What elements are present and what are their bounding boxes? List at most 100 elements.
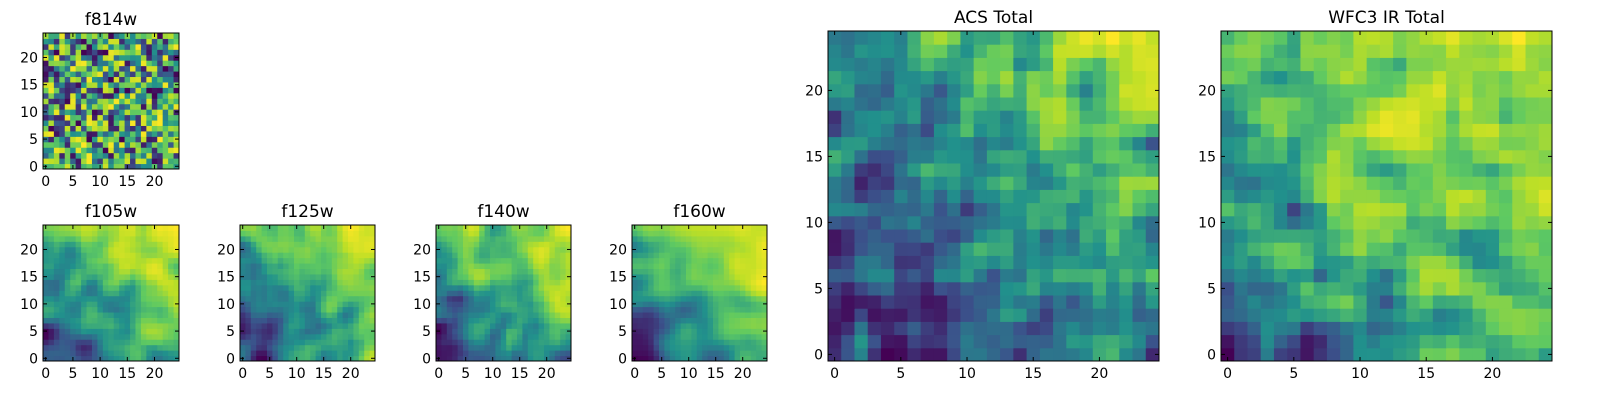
heatmap-cell xyxy=(146,290,153,297)
heatmap-cell xyxy=(750,301,757,308)
heatmap-cell xyxy=(48,109,55,116)
heatmap-cell xyxy=(1000,57,1014,72)
heatmap-cell xyxy=(1119,308,1134,322)
heatmap-cell xyxy=(124,268,131,275)
heatmap-cell xyxy=(102,333,109,340)
heatmap-cell xyxy=(1472,149,1487,164)
heatmap-cell xyxy=(162,38,169,45)
heatmap-cell xyxy=(468,333,475,340)
heatmap-cell xyxy=(168,301,175,308)
heatmap-cell xyxy=(364,350,371,357)
heatmap-cell xyxy=(331,339,338,346)
heatmap-cell xyxy=(750,312,757,318)
heatmap-cell xyxy=(43,60,49,67)
heatmap-cell xyxy=(554,344,561,351)
heatmap-cell xyxy=(256,263,263,270)
heatmap-cell xyxy=(659,295,665,302)
heatmap-cell xyxy=(151,312,158,318)
heatmap-cell xyxy=(1300,347,1315,362)
heatmap-cell xyxy=(1221,347,1235,362)
heatmap-cell xyxy=(522,295,529,302)
heatmap-cell xyxy=(64,81,71,88)
heatmap-cell xyxy=(108,284,115,291)
heatmap-cell xyxy=(97,103,104,110)
heatmap-cell xyxy=(59,125,66,132)
heatmap-cell xyxy=(457,241,464,248)
heatmap-cell xyxy=(119,241,126,248)
heatmap-cell xyxy=(91,301,98,308)
heatmap-cell xyxy=(348,268,354,275)
heatmap-cell xyxy=(867,70,882,85)
heatmap-cell xyxy=(43,290,49,297)
heatmap-cell xyxy=(1132,347,1147,362)
heatmap-cell xyxy=(59,33,66,39)
heatmap-cell xyxy=(960,176,975,190)
heatmap-cell xyxy=(304,295,311,302)
heatmap-cell xyxy=(130,273,136,280)
heatmap-cell xyxy=(86,312,93,318)
heatmap-cell xyxy=(75,38,82,45)
heatmap-cell xyxy=(1379,347,1394,362)
heatmap-cell xyxy=(70,43,77,50)
heatmap-cell xyxy=(490,257,496,264)
heatmap-cell xyxy=(1432,281,1447,296)
heatmap-cell xyxy=(294,263,300,270)
heatmap-cell xyxy=(326,339,333,346)
heatmap-cell xyxy=(675,235,682,242)
heatmap-cell xyxy=(310,284,317,291)
heatmap-cell xyxy=(463,246,469,253)
heatmap-cell xyxy=(1379,334,1394,349)
heatmap-cell xyxy=(75,306,82,313)
heatmap-cell xyxy=(358,241,365,248)
heatmap-cell xyxy=(130,43,136,50)
heatmap-cell xyxy=(500,284,507,291)
heatmap-cell xyxy=(102,350,109,357)
heatmap-cell xyxy=(648,355,655,362)
heatmap-cell xyxy=(1247,149,1262,164)
heatmap-cell xyxy=(1459,97,1474,111)
heatmap-cell xyxy=(549,263,556,270)
heatmap-cell xyxy=(544,235,550,242)
heatmap-cell xyxy=(1353,136,1368,151)
heatmap-cell xyxy=(1053,242,1067,256)
heatmap-cell xyxy=(441,344,448,351)
heatmap-cell xyxy=(304,312,311,318)
heatmap-cell xyxy=(565,230,572,237)
heatmap-cell xyxy=(1092,163,1107,177)
heatmap-cell xyxy=(933,149,948,164)
heatmap-cell xyxy=(1066,281,1081,296)
heatmap-cell xyxy=(664,252,671,259)
heatmap-cell xyxy=(554,317,561,324)
heatmap-cell xyxy=(1406,189,1421,204)
heatmap-cell xyxy=(119,235,126,242)
heatmap-cell xyxy=(140,241,147,248)
heatmap-cell xyxy=(1406,334,1421,349)
heatmap-cell xyxy=(108,152,115,159)
heatmap-cell xyxy=(261,355,268,362)
heatmap-cell xyxy=(108,350,115,357)
heatmap-cell xyxy=(702,225,709,231)
heatmap-cell xyxy=(659,290,665,297)
heatmap-cell xyxy=(441,295,448,302)
heatmap-cell xyxy=(554,333,561,340)
heatmap-cell xyxy=(867,176,882,190)
heatmap-cell xyxy=(632,230,638,237)
heatmap-cell xyxy=(288,355,295,362)
heatmap-cell xyxy=(1538,83,1553,98)
heatmap-cell xyxy=(299,290,306,297)
heatmap-cell xyxy=(162,152,169,159)
heatmap-cell xyxy=(331,225,338,231)
heatmap-cell xyxy=(151,273,158,280)
heatmap-cell xyxy=(729,257,736,264)
heatmap-cell xyxy=(729,241,736,248)
heatmap-cell xyxy=(1106,321,1120,336)
heatmap-cell xyxy=(1234,83,1248,98)
heatmap-cell xyxy=(1485,202,1500,217)
heatmap-cell xyxy=(1366,255,1381,270)
heatmap-cell xyxy=(702,339,709,346)
heatmap-cell xyxy=(500,279,507,286)
heatmap-cell xyxy=(1446,70,1460,85)
heatmap-cell xyxy=(250,295,257,302)
heatmap-cell xyxy=(168,136,175,143)
heatmap-cell xyxy=(527,246,534,253)
